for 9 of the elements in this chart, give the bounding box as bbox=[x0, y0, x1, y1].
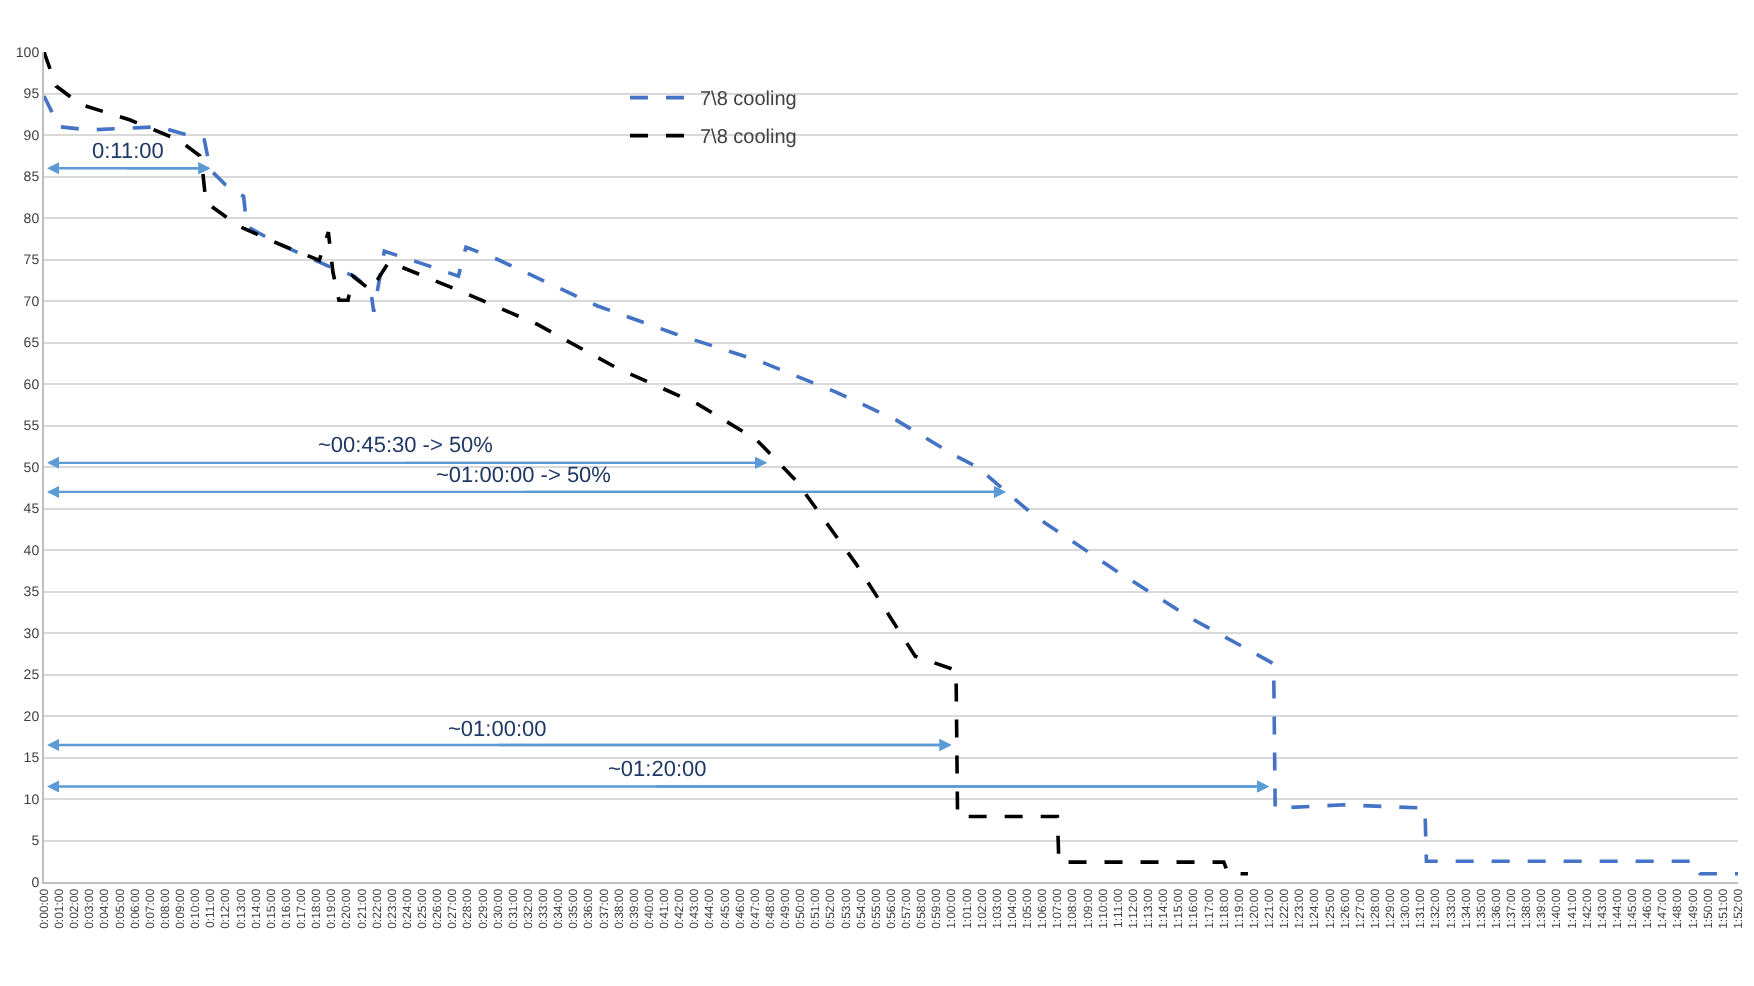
annotation: ~01:20:00 bbox=[608, 758, 707, 782]
line-series bbox=[44, 52, 1250, 876]
annotation: 0:11:00 bbox=[92, 140, 164, 164]
annotation: ~01:00:00 bbox=[448, 718, 547, 742]
legend-label: 7\8 cooling bbox=[699, 89, 797, 112]
legend-label: 7\8 cooling bbox=[699, 127, 797, 150]
annotation: ~01:00:00 -> 50% bbox=[436, 464, 612, 488]
annotation: ~00:45:30 -> 50% bbox=[318, 434, 494, 458]
line-series bbox=[44, 94, 1738, 876]
